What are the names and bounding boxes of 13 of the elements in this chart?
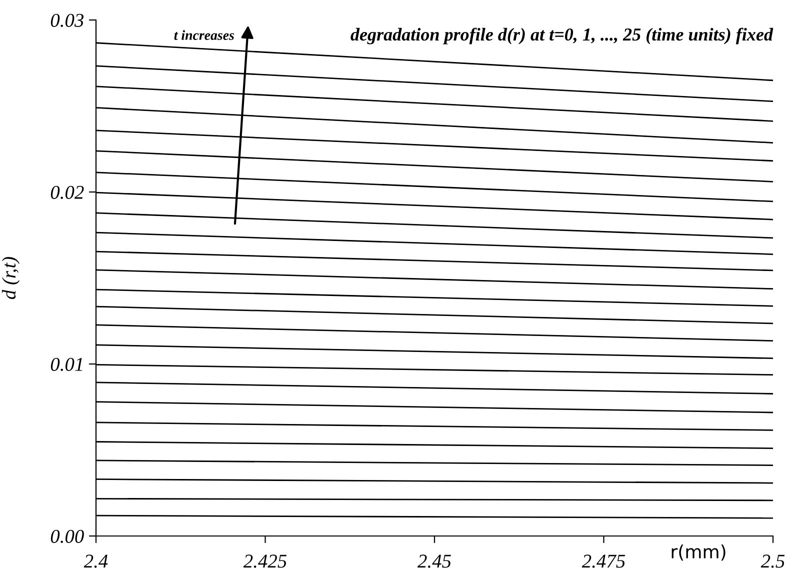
- x-axis-title: r(mm): [672, 544, 726, 561]
- y-tick-label: 0.00: [50, 530, 84, 544]
- x-tick-label: 2.45: [417, 554, 451, 568]
- y-tick-label: 0.02: [50, 186, 84, 200]
- x-tick-label: 2.4: [84, 554, 108, 568]
- chart-title: degradation profile d(r) at t=0, 1, ..., 25 (time units) fixed: [350, 28, 774, 44]
- annotation: t increases: [174, 30, 234, 40]
- y-tick-label: 0.01: [50, 358, 82, 372]
- x-tick-label: 2.425: [243, 554, 287, 568]
- x-tick-label: 2.475: [582, 554, 626, 568]
- y-axis-title: d (r,t): [2, 257, 20, 300]
- y-tick-label: 0.03: [50, 14, 84, 28]
- x-tick-label: 2.5: [760, 554, 785, 568]
